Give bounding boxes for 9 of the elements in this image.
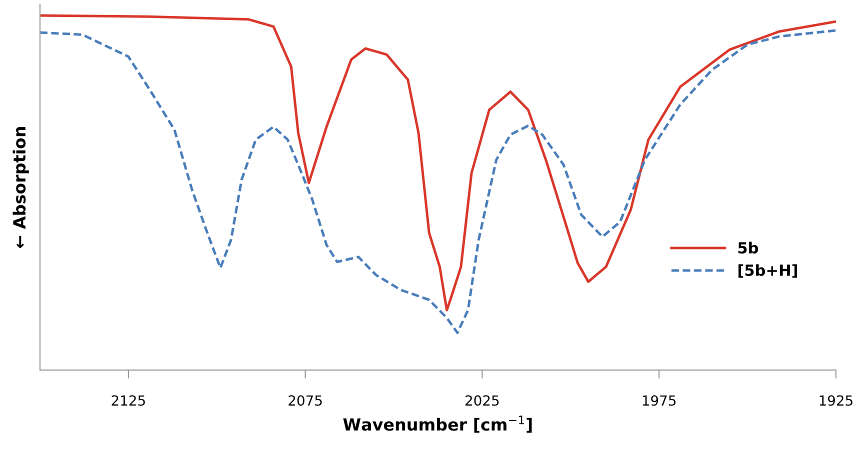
x-tick-label: 2125	[112, 395, 145, 406]
x-axis-title: Wavenumber [cm$^{−1}$]	[343, 416, 532, 433]
x-tick-label: 2075	[288, 395, 322, 406]
x-tick-label: 1975	[642, 395, 676, 406]
y-axis-title: ← Absorption	[12, 127, 29, 248]
legend-label: [5b+H]	[738, 264, 797, 278]
legend-label: 5b	[738, 242, 758, 254]
x-tick-label: 2025	[466, 395, 499, 406]
x-tick-label: 1925	[820, 395, 852, 406]
